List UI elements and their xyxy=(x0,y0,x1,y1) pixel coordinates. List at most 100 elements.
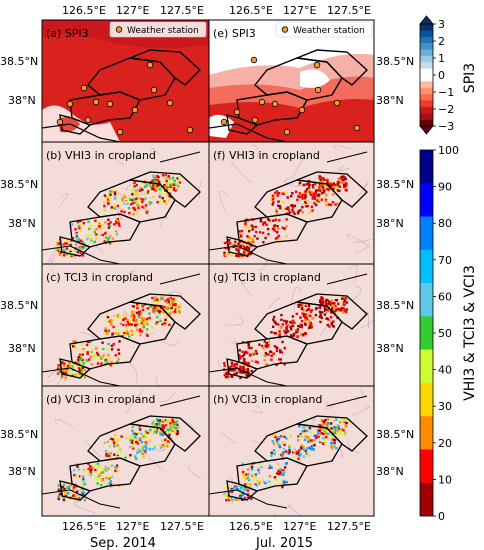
cropland-pixel xyxy=(72,486,76,489)
cropland-pixel xyxy=(325,429,329,433)
cropland-pixel xyxy=(80,357,83,361)
cropland-pixel xyxy=(64,242,67,245)
cropland-pixel xyxy=(296,335,299,339)
terrain-line xyxy=(292,158,306,179)
cropland-pixel xyxy=(103,213,106,216)
cropland-pixel xyxy=(110,323,113,326)
cropland-pixel xyxy=(232,486,236,490)
cropland-pixel xyxy=(265,223,268,226)
cropland-pixel xyxy=(239,496,243,499)
cropland-pixel xyxy=(104,221,107,224)
cropland-pixel xyxy=(62,372,66,375)
cropland-pixel xyxy=(107,342,110,346)
cropland-pixel xyxy=(82,349,86,353)
terrain-line xyxy=(168,291,183,296)
cropland-pixel xyxy=(108,320,111,323)
cropland-pixel xyxy=(127,206,131,210)
cropland-pixel xyxy=(126,318,129,322)
cropland-pixel xyxy=(114,466,117,469)
cropland-pixel xyxy=(77,367,81,370)
panel-e-label: (e) SPI3 xyxy=(213,27,256,40)
cropland-pixel xyxy=(268,219,271,222)
cropland-pixel xyxy=(143,320,147,323)
cropland-pixel xyxy=(117,332,120,335)
cropland-pixel xyxy=(336,428,339,432)
cropland-pixel xyxy=(278,205,282,208)
cropland-pixel xyxy=(167,186,170,189)
cropland-pixel xyxy=(336,182,340,185)
cropland-pixel xyxy=(237,254,241,258)
bottom-lon-label-1: 126.5°E xyxy=(62,520,106,533)
cropland-pixel xyxy=(237,249,240,252)
cropland-pixel xyxy=(277,192,281,195)
cropland-pixel xyxy=(297,210,300,213)
cropland-pixel xyxy=(89,471,92,474)
cropland-pixel xyxy=(141,205,144,209)
cropland-pixel xyxy=(83,498,86,502)
cropland-pixel xyxy=(243,251,246,254)
cropland-pixel xyxy=(308,183,311,186)
cropland-pixel xyxy=(274,450,277,453)
cropland-pixel xyxy=(176,429,179,433)
cropland-pixel xyxy=(328,300,331,303)
cropland-pixel xyxy=(248,478,251,482)
cropland-pixel xyxy=(171,176,175,180)
cropland-pixel xyxy=(140,440,144,444)
cropland-pixel xyxy=(129,454,132,457)
cropland-pixel xyxy=(166,445,170,448)
cropland-pixel xyxy=(160,439,164,442)
cropland-pixel xyxy=(338,189,341,193)
cropland-pixel xyxy=(63,362,66,365)
cropland-pixel xyxy=(121,199,124,202)
cropland-pixel xyxy=(308,190,311,194)
cropland-pixel xyxy=(136,204,139,207)
cropland-pixel xyxy=(152,305,155,308)
cropland-pixel xyxy=(342,418,345,421)
terrain-line xyxy=(351,406,370,416)
cropland-pixel xyxy=(174,299,177,302)
cropland-pixel xyxy=(170,306,173,309)
cropland-pixel xyxy=(79,239,83,242)
cropland-pixel xyxy=(342,429,345,432)
cropland-pixel xyxy=(83,483,86,486)
cropland-pixel xyxy=(108,481,112,485)
cropland-pixel xyxy=(314,436,318,439)
cropland-pixel xyxy=(278,482,282,485)
province-outline xyxy=(254,179,343,223)
cropland-pixel xyxy=(295,452,298,455)
cropland-pixel xyxy=(117,220,121,223)
cropland-pixel xyxy=(259,218,263,221)
cropland-pixel xyxy=(290,328,293,331)
cropland-pixel xyxy=(301,197,305,200)
cropland-pixel xyxy=(271,203,274,206)
cropland-pixel xyxy=(285,328,288,331)
terrain-line xyxy=(268,298,280,310)
cropland-pixel xyxy=(282,479,286,483)
cropland-pixel xyxy=(304,304,307,307)
cropland-pixel xyxy=(228,497,231,500)
cropland-pixel xyxy=(164,419,167,422)
cropland-pixel xyxy=(156,174,159,178)
cropland-pixel xyxy=(285,437,288,440)
cropland-pixel xyxy=(302,315,306,318)
cropland-pixel xyxy=(75,485,78,488)
cropland-pixel xyxy=(259,220,263,223)
cropland-pixel xyxy=(337,427,340,430)
cropland-pixel xyxy=(273,229,276,232)
cropland-pixel xyxy=(61,488,64,492)
cropland-pixel xyxy=(318,189,321,192)
cropland-pixel xyxy=(58,370,62,373)
cropland-pixel xyxy=(307,435,310,438)
cropland-pixel xyxy=(116,444,119,447)
cropland-pixel xyxy=(110,483,113,486)
cropland-pixel xyxy=(75,490,79,493)
map-background xyxy=(209,386,374,516)
panel-h xyxy=(209,386,374,516)
cropland-pixel xyxy=(122,323,125,327)
cropland-pixel xyxy=(115,218,119,222)
cropland-pixel xyxy=(264,344,268,347)
cropland-pixel xyxy=(88,358,91,361)
cropland-pixel xyxy=(105,476,108,480)
cropland-pixel xyxy=(331,184,334,187)
cropland-pixel xyxy=(145,328,149,331)
